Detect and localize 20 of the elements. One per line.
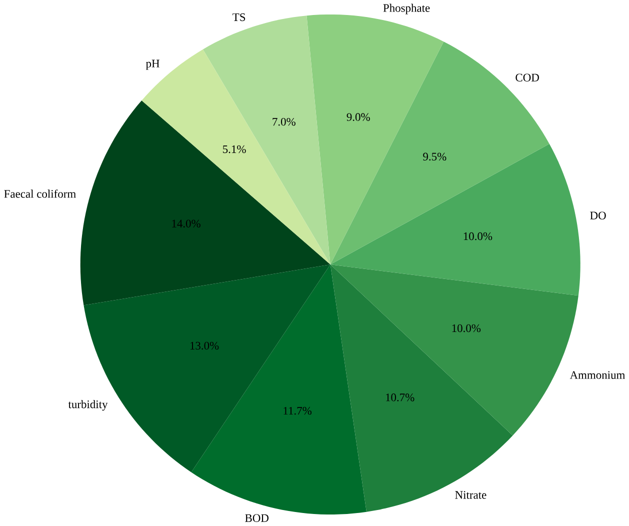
slice-label: Faecal coliform bbox=[4, 190, 76, 198]
data-label: 13.0% bbox=[190, 342, 219, 350]
slice-label: BOD bbox=[245, 514, 269, 522]
data-label: 14.0% bbox=[172, 220, 200, 228]
slice-label: DO bbox=[590, 212, 606, 220]
slice-label: turbidity bbox=[68, 400, 108, 411]
slice-label: TS bbox=[232, 13, 246, 22]
data-label: 10.7% bbox=[386, 394, 414, 402]
slice-label: COD bbox=[516, 74, 539, 82]
data-label: 10.0% bbox=[452, 324, 481, 332]
data-label: 10.0% bbox=[464, 232, 492, 240]
data-label: 7.0% bbox=[272, 118, 296, 126]
slice-label: pH bbox=[146, 60, 160, 70]
slice-label: Phosphate bbox=[383, 4, 430, 14]
data-label: 9.5% bbox=[423, 152, 446, 161]
slice-label: Nitrate bbox=[455, 491, 486, 499]
data-label: 11.7% bbox=[284, 407, 312, 415]
data-label: 5.1% bbox=[223, 145, 246, 154]
data-label: 9.0% bbox=[346, 113, 370, 122]
slice-label: Ammonium bbox=[570, 371, 626, 379]
